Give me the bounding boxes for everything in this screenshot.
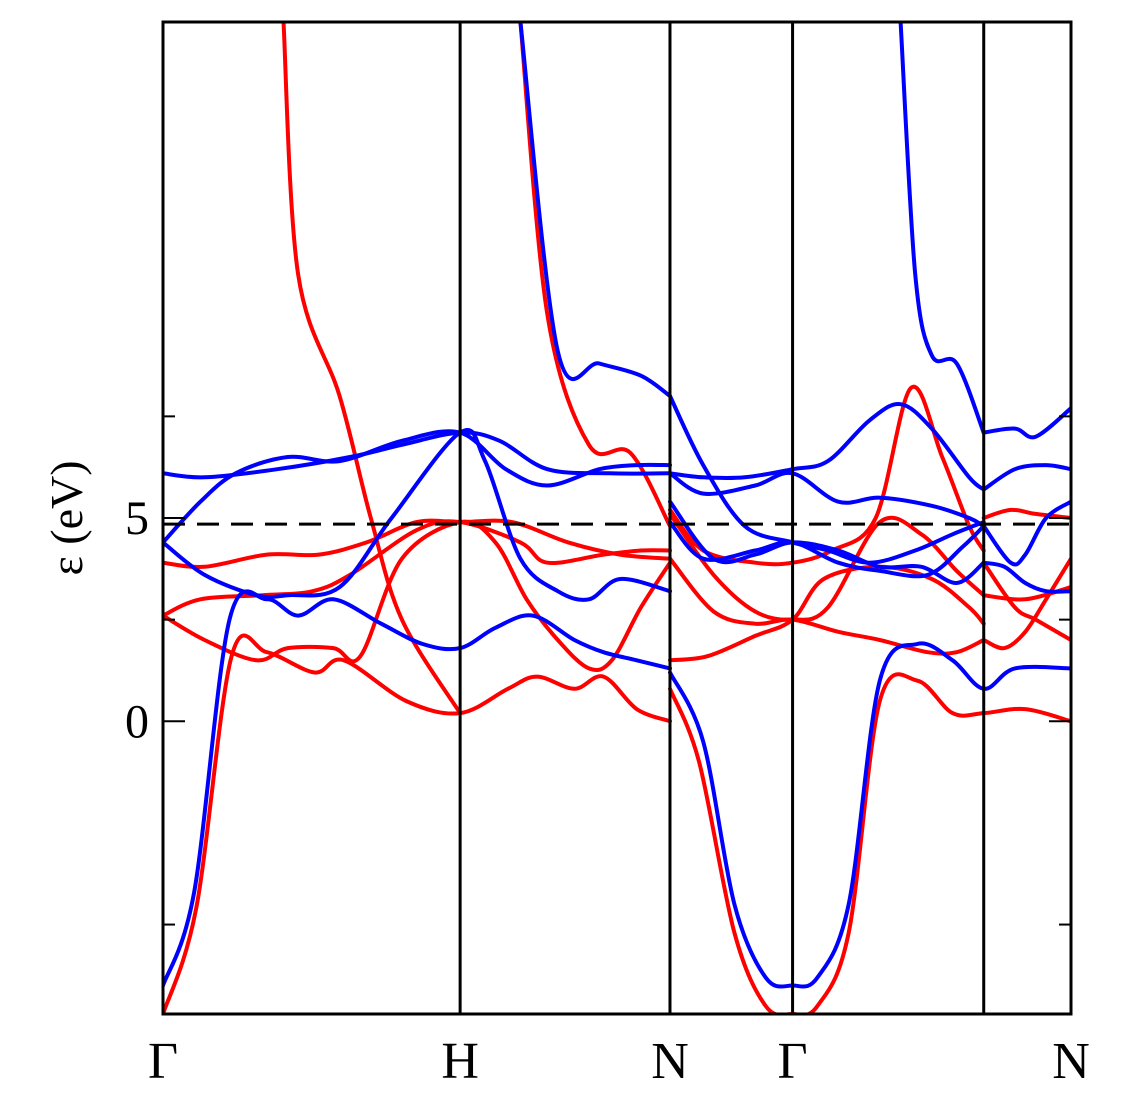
x-tick-label: Γ (778, 1033, 808, 1090)
band-line-10 (668, 564, 986, 663)
x-tick-label: Γ (148, 1033, 178, 1090)
band-line-28 (981, 463, 1071, 492)
band-line-31 (898, 22, 986, 435)
band-line-30 (981, 560, 1071, 594)
band-line-14 (981, 556, 1071, 651)
x-tick-label: N (1052, 1033, 1090, 1090)
high-symmetry-lines (458, 22, 986, 1014)
series-layer (163, 22, 1071, 1014)
band-line-23 (668, 470, 986, 529)
band-line-5 (281, 22, 463, 716)
band-line-9 (668, 384, 986, 567)
band-line-22 (668, 402, 986, 492)
band-line-16 (163, 589, 672, 988)
y-ticks: 05 (125, 415, 1071, 926)
band-line-12 (981, 507, 1071, 520)
band-line-4 (163, 518, 672, 570)
band-line-6 (518, 22, 672, 529)
band-line-17 (163, 428, 672, 602)
plot-frame (161, 20, 1073, 1016)
band-line-7 (668, 556, 986, 656)
band-line-24 (668, 641, 1071, 989)
y-tick-label: 5 (125, 492, 149, 545)
band-line-1 (163, 633, 672, 1014)
x-tick-label: H (441, 1033, 479, 1090)
x-tick-label: N (651, 1033, 689, 1090)
band-line-20 (518, 22, 672, 398)
band-line-19 (163, 430, 672, 480)
band-line-13 (981, 560, 1071, 642)
band-line-25 (668, 499, 986, 585)
band-line-26 (668, 520, 986, 579)
band-line-29 (981, 499, 1071, 567)
band-line-3 (163, 519, 672, 618)
band-line-27 (981, 406, 1071, 440)
y-tick-label: 0 (125, 695, 149, 748)
y-axis-label: ε (eV) (41, 460, 92, 575)
band-line-11 (668, 511, 986, 622)
band-line-8 (668, 672, 1071, 1014)
